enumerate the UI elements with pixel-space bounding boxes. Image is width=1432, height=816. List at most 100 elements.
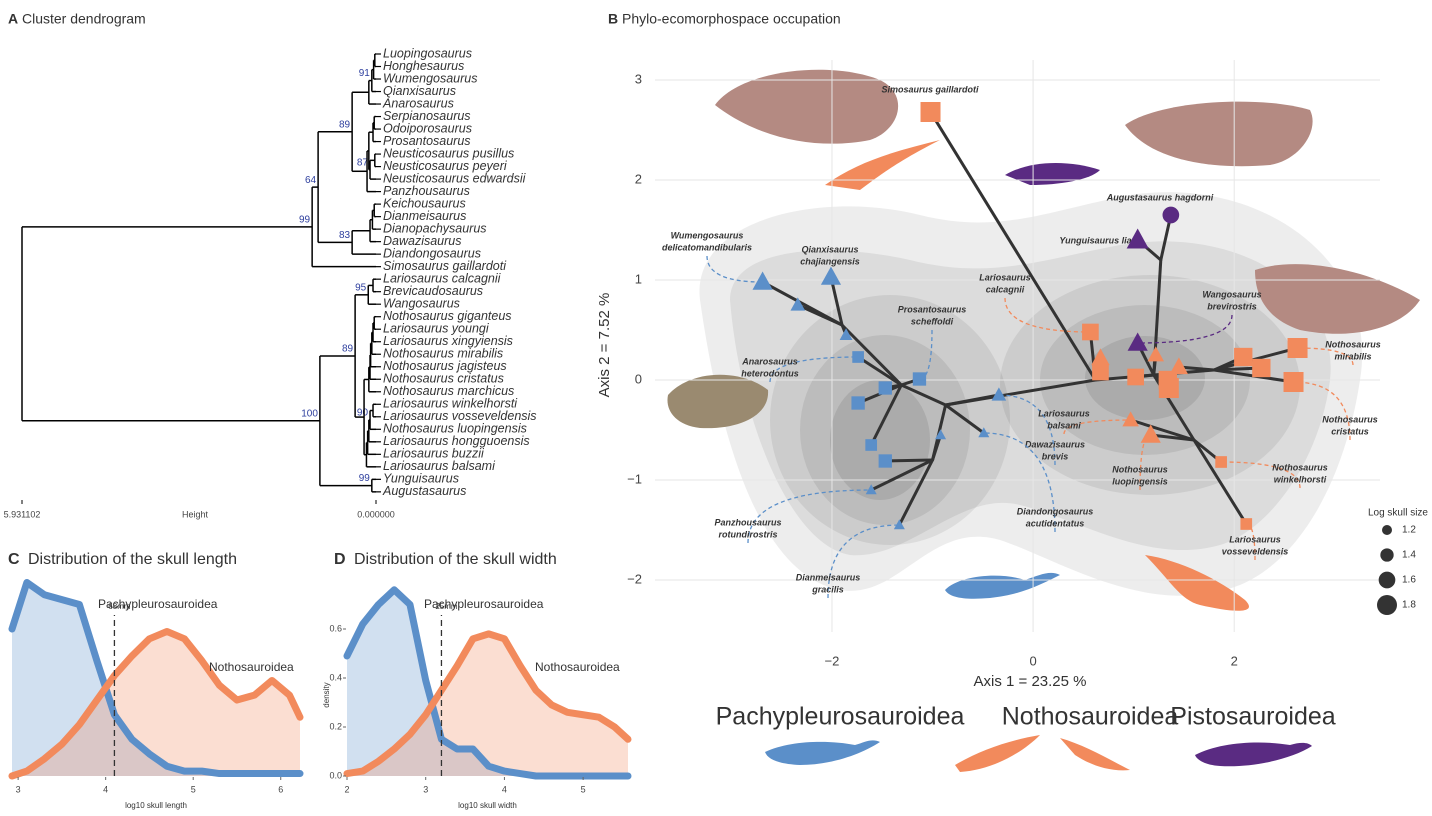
point-label: Anarosaurus xyxy=(741,356,798,366)
panel-letter: C xyxy=(8,551,20,568)
support-label: 89 xyxy=(342,344,354,355)
y-tick-label: 0 xyxy=(635,371,642,386)
x-tick-label: 2 xyxy=(344,784,349,794)
point xyxy=(1092,364,1109,381)
point-label: mirabilis xyxy=(1334,351,1371,361)
point-label: Lariosaurus xyxy=(1229,534,1281,544)
point-label: delicatomandibularis xyxy=(662,242,752,252)
point-label: Diandongosaurus xyxy=(1017,506,1094,516)
size-legend-label: 1.2 xyxy=(1402,525,1416,536)
point-label: Dianmeisaurus xyxy=(796,572,861,582)
y-tick-label: 0.0 xyxy=(329,770,342,780)
point-label: Nothosaurus xyxy=(1112,464,1168,474)
point xyxy=(913,372,926,385)
tree-node xyxy=(841,324,844,327)
point xyxy=(1288,338,1308,358)
y-tick-label: 2 xyxy=(635,171,642,186)
point xyxy=(1234,348,1252,366)
size-legend-label: 1.8 xyxy=(1402,600,1416,611)
skull-photo xyxy=(1125,102,1313,167)
size-legend-key xyxy=(1379,572,1396,589)
point-label: rotundirostris xyxy=(718,529,777,539)
point-label: cristatus xyxy=(1331,426,1369,436)
silhouette xyxy=(825,140,940,190)
tree-node xyxy=(931,459,934,462)
tree-edge xyxy=(885,460,932,461)
point-label: Panzhousaurus xyxy=(714,517,781,527)
y-tick-label: 0.2 xyxy=(329,721,342,731)
point xyxy=(1252,359,1270,377)
panel-letter: B xyxy=(608,11,618,27)
x-tick-label: −2 xyxy=(825,653,840,668)
support-label: 99 xyxy=(299,215,311,226)
point xyxy=(879,381,892,394)
silhouette xyxy=(1060,738,1130,770)
point-label: chajiangensis xyxy=(800,256,860,266)
support-label: 95 xyxy=(355,282,367,293)
silhouette xyxy=(945,573,1060,599)
x-axis-label: Axis 1 = 23.25 % xyxy=(974,673,1087,690)
silhouette xyxy=(1195,742,1312,766)
series-label: Nothosauroidea xyxy=(209,660,294,674)
y-tick-label: 0.4 xyxy=(329,672,342,682)
contour xyxy=(830,380,930,500)
x-tick-label: 2 xyxy=(1231,653,1238,668)
point-label: gracilis xyxy=(811,584,844,594)
point xyxy=(1215,456,1227,468)
x-tick-label: 5 xyxy=(191,784,196,794)
point-label: Lariosaurus xyxy=(1038,408,1090,418)
point xyxy=(865,439,877,451)
point-label: Augustasaurus hagdorni xyxy=(1106,192,1214,202)
leaf-label: Augustasaurus xyxy=(382,484,466,498)
point-label: Yunguisaurus liae xyxy=(1059,235,1136,245)
point xyxy=(1082,324,1099,341)
point-label: Dawazisaurus xyxy=(1025,439,1085,449)
point-label: vosseveldensis xyxy=(1222,546,1289,556)
point xyxy=(852,351,864,363)
size-legend-label: 1.6 xyxy=(1402,575,1416,586)
size-legend-title: Log skull size xyxy=(1368,508,1428,519)
support-label: 83 xyxy=(339,230,351,241)
tree-node xyxy=(944,404,947,407)
point-label: heterodontus xyxy=(741,368,799,378)
figure: ACluster dendrogramLuopingosaurusHonghes… xyxy=(0,0,1432,816)
group-legend-label: Pachypleurosauroidea xyxy=(716,703,965,731)
x-tick-label: 4 xyxy=(103,784,108,794)
panel-title: Distribution of the skull length xyxy=(28,551,237,568)
point xyxy=(1240,518,1252,530)
panel-letter: D xyxy=(334,551,346,568)
silhouette xyxy=(765,740,880,765)
support-label: 100 xyxy=(301,408,318,419)
point-label: Wangosaurus xyxy=(1202,289,1261,299)
point-label: Nothosaurus xyxy=(1272,462,1328,472)
y-tick-label: −1 xyxy=(627,471,642,486)
y-tick-label: 1 xyxy=(635,271,642,286)
x-tick-label: 3 xyxy=(16,784,21,794)
y-tick-label: 0.6 xyxy=(329,623,342,633)
x-tick-label: 0 xyxy=(1029,653,1036,668)
x-tick-label: 4 xyxy=(502,784,507,794)
point xyxy=(851,396,864,409)
reference-label: 68mm xyxy=(108,602,131,611)
x-tick-label: 5.931102 xyxy=(4,509,41,519)
silhouette xyxy=(955,735,1040,772)
point-label: Prosantosaurus xyxy=(898,304,967,314)
panel-title: Distribution of the skull width xyxy=(354,551,557,568)
x-axis-label: Height xyxy=(182,509,209,519)
x-tick-label: 3 xyxy=(423,784,428,794)
point-label: Nothosaurus xyxy=(1325,339,1381,349)
support-label: 89 xyxy=(339,119,351,130)
panel-title: Phylo-ecomorphospace occupation xyxy=(622,11,841,27)
x-axis-label: log10 skull length xyxy=(125,801,187,810)
point-label: Nothosaurus xyxy=(1322,414,1378,424)
point-label: winkelhorsti xyxy=(1274,474,1327,484)
size-legend-key xyxy=(1377,595,1397,615)
reference-label: 25mm xyxy=(435,602,458,611)
point xyxy=(1284,372,1304,392)
group-legend-label: Nothosauroidea xyxy=(1002,703,1179,731)
size-legend-key xyxy=(1382,525,1392,535)
x-tick-label: 5 xyxy=(581,784,586,794)
x-tick-label: 6 xyxy=(278,784,283,794)
tree-node xyxy=(1192,439,1195,442)
x-tick-label: 0.000000 xyxy=(357,509,395,519)
